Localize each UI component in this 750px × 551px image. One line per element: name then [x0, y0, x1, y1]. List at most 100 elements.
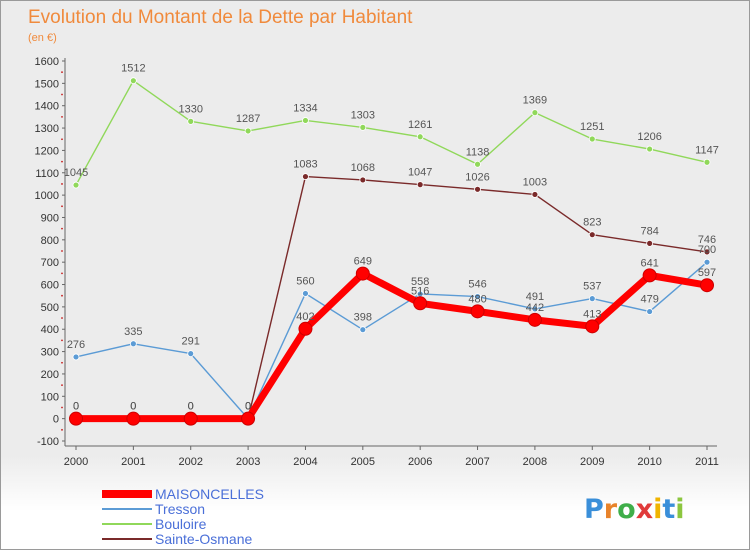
- logo-letter: r: [604, 494, 618, 525]
- legend-label: Bouloire: [155, 516, 207, 532]
- data-point: [588, 231, 596, 239]
- data-point: [531, 305, 539, 313]
- data-label: 546: [468, 279, 486, 291]
- data-label: 491: [526, 291, 544, 303]
- series-layer: [69, 77, 714, 426]
- data-label: 649: [354, 256, 372, 268]
- logo-letter: P: [584, 494, 604, 525]
- y-tick-label: 1500: [35, 78, 59, 90]
- data-point: [359, 123, 367, 131]
- data-label: 0: [73, 401, 79, 413]
- y-tick-label: 300: [41, 347, 59, 359]
- y-tick-label: 800: [41, 235, 59, 247]
- x-tick-label: 2008: [523, 456, 547, 468]
- data-point: [244, 127, 252, 135]
- y-minor-tick: [61, 406, 63, 409]
- data-point: [72, 353, 80, 361]
- data-label: 1003: [523, 176, 547, 188]
- y-tick-label: 700: [41, 257, 59, 269]
- data-label: 442: [526, 302, 544, 314]
- y-minor-tick: [61, 272, 63, 275]
- x-tick-label: 2006: [408, 456, 432, 468]
- x-tick-label: 2003: [236, 456, 260, 468]
- data-label: 0: [245, 401, 251, 413]
- data-point: [700, 278, 714, 293]
- y-tick-label: 500: [41, 302, 59, 314]
- data-point: [129, 77, 137, 85]
- data-label: 1330: [178, 103, 202, 115]
- data-point: [359, 326, 367, 334]
- data-point: [646, 308, 654, 315]
- data-point: [302, 173, 309, 180]
- data-point: [302, 290, 309, 297]
- logo-letter: t: [662, 494, 675, 525]
- data-label: 1045: [64, 167, 88, 179]
- data-labels-layer: 0 0 0 0402649516480442413641597276335291056…: [64, 63, 719, 413]
- data-point: [72, 181, 80, 189]
- data-label: 1303: [351, 109, 375, 121]
- data-label: 480: [468, 293, 486, 305]
- data-label: 398: [354, 312, 372, 324]
- data-point: [359, 176, 367, 184]
- x-tick-label: 2009: [580, 456, 604, 468]
- data-label: 1334: [293, 102, 317, 114]
- y-tick-label: 1000: [35, 190, 59, 202]
- x-tick-label: 2005: [351, 456, 375, 468]
- series-line-sainte-osmane: [75, 175, 708, 420]
- y-minor-tick: [61, 250, 63, 252]
- data-point: [703, 248, 711, 256]
- y-minor-tick: [61, 115, 63, 118]
- data-label: 1261: [408, 119, 432, 131]
- y-minor-tick: [61, 384, 63, 387]
- y-tick-label: 200: [41, 369, 59, 381]
- data-point: [69, 411, 83, 426]
- data-label: 0: [245, 401, 251, 413]
- data-point: [126, 411, 141, 426]
- data-point: [531, 109, 539, 117]
- data-label: 335: [124, 326, 142, 338]
- data-point: [642, 268, 657, 283]
- data-label: 641: [640, 257, 658, 269]
- data-point: [474, 185, 481, 193]
- y-minor-tick: [61, 361, 63, 364]
- data-label: 746: [698, 234, 716, 246]
- y-minor-tick: [61, 160, 63, 163]
- y-minor-tick: [61, 138, 63, 141]
- y-tick-label: 0: [53, 414, 59, 426]
- x-tick-label: 2007: [465, 456, 489, 468]
- data-point: [416, 181, 424, 189]
- data-label: 558: [411, 276, 429, 288]
- data-label: 1138: [466, 146, 490, 158]
- proxiti-logo: Proxiti: [584, 494, 685, 525]
- series-line-tresson: [75, 261, 708, 420]
- y-minor-tick: [61, 205, 63, 208]
- x-tick-label: 2000: [64, 456, 88, 468]
- data-point: [413, 296, 428, 311]
- y-tick-label: -100: [37, 436, 59, 448]
- data-label: 479: [640, 294, 658, 306]
- x-tick-label: 2010: [637, 456, 661, 468]
- data-label: 276: [67, 339, 85, 351]
- y-minor-tick: [61, 317, 63, 319]
- data-point: [588, 135, 596, 143]
- legend-label: Sainte-Osmane: [155, 531, 252, 547]
- y-tick-label: 600: [41, 280, 59, 292]
- y-minor-tick: [61, 183, 63, 185]
- y-minor-tick: [61, 93, 63, 96]
- y-tick-label: 1400: [35, 101, 59, 113]
- data-label: 1206: [637, 131, 661, 143]
- data-point: [646, 145, 654, 153]
- y-tick-label: 900: [41, 212, 59, 224]
- y-minor-tick: [61, 71, 63, 74]
- data-point: [703, 158, 711, 166]
- logo-letter: i: [653, 494, 662, 525]
- data-point: [474, 293, 481, 301]
- data-point: [302, 117, 309, 124]
- data-point: [187, 117, 195, 125]
- y-minor-tick: [61, 227, 63, 230]
- data-point: [129, 340, 137, 348]
- data-point: [646, 239, 654, 247]
- data-point: [703, 258, 711, 266]
- series-line-bouloire: [75, 79, 708, 186]
